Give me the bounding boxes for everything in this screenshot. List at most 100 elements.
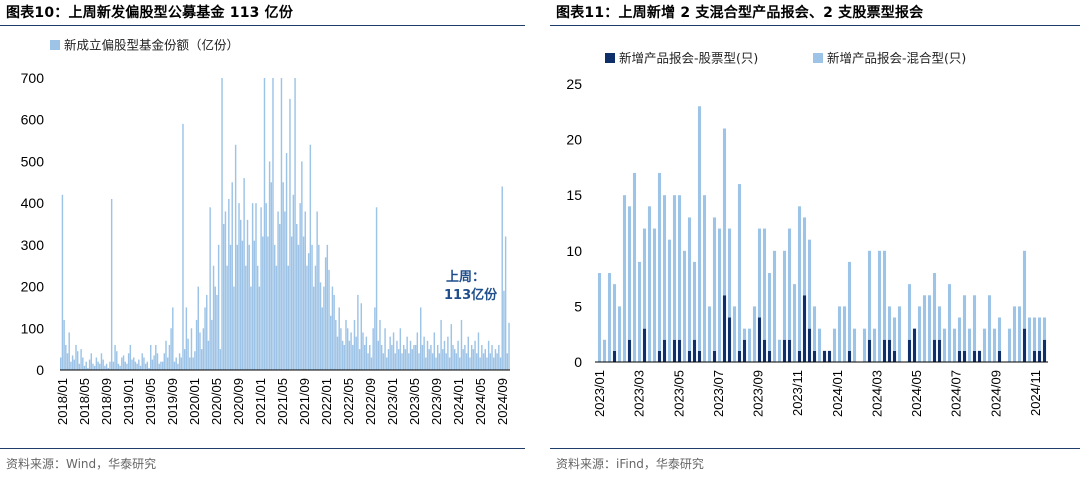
left-bar [452, 344, 454, 370]
right-chart: 新增产品报会-股票型(只) 新增产品报会-混合型(只) 0 5 10 15 20 25 2… [566, 51, 1048, 417]
right-bar-stock [722, 295, 727, 362]
left-bar [245, 265, 247, 370]
left-bar [304, 211, 306, 370]
left-bar [248, 244, 250, 370]
left-bar [178, 353, 181, 370]
left-bar [267, 236, 269, 370]
left-bar [448, 357, 451, 370]
left-y-tick-label: 500 [21, 153, 45, 169]
right-bar-mixed [747, 328, 752, 362]
left-bar [476, 353, 478, 370]
left-bar [207, 340, 210, 370]
left-y-tick-label: 700 [21, 70, 45, 86]
right-x-tick-label: 2023/03 [632, 370, 647, 417]
right-bar-mixed [847, 261, 852, 351]
left-x-tick-label: 2021/05 [275, 378, 290, 425]
left-bar [221, 78, 223, 370]
right-bar-mixed [842, 306, 847, 362]
left-bar [289, 98, 291, 371]
left-bar [136, 363, 138, 370]
right-bar-stock [767, 350, 772, 362]
right-bar-stock [662, 339, 667, 362]
left-bar [442, 349, 444, 370]
right-x-tick-label: 2024/03 [869, 370, 884, 417]
left-bar [491, 344, 493, 370]
right-bar-stock [997, 350, 1002, 362]
left-bar [453, 349, 456, 370]
left-bar [202, 328, 205, 370]
left-bar [348, 340, 351, 370]
left-chart: 新成立偏股型基金份额（亿份） 0 100 200 300 400 500 600 700 20… [21, 38, 510, 425]
left-bar [192, 357, 194, 370]
right-bar-mixed [797, 206, 802, 351]
left-bar [396, 340, 398, 370]
right-bar-mixed [962, 295, 967, 351]
left-bar [299, 203, 301, 370]
right-bar-mixed [1012, 306, 1017, 362]
left-bar [97, 361, 99, 370]
right-bar-mixed [737, 184, 742, 351]
left-bar [90, 353, 93, 370]
right-bar-mixed [837, 306, 842, 362]
left-bar [413, 344, 415, 370]
left-bar [197, 286, 199, 370]
right-bar-stock [887, 339, 892, 362]
right-bar-mixed [637, 261, 642, 362]
right-source: 资料来源：iFind，华泰研究 [556, 457, 704, 471]
left-bar [294, 78, 296, 370]
right-title-rule [550, 25, 1080, 26]
left-bar [297, 244, 300, 370]
left-bar [365, 336, 368, 370]
left-bar [110, 198, 113, 370]
right-legend-label-mixed: 新增产品报会-混合型(只) [827, 51, 966, 66]
right-bar-mixed [702, 195, 707, 362]
left-bar [506, 353, 509, 370]
right-bar-stock [892, 350, 897, 362]
right-bar-mixed [677, 195, 682, 340]
left-bar [484, 349, 486, 370]
right-bar-mixed [987, 295, 992, 362]
right-bar-stock [977, 350, 982, 362]
left-bar [126, 363, 128, 370]
left-bar [85, 361, 87, 370]
right-x-tick-label: 2024/09 [988, 370, 1003, 417]
right-bar-mixed [617, 306, 622, 362]
left-bar [280, 78, 283, 370]
left-bar [116, 351, 118, 370]
right-y-tick-label: 20 [566, 132, 582, 148]
left-x-tick-label: 2018/05 [77, 378, 92, 425]
left-bar [190, 328, 193, 370]
left-bar [420, 307, 422, 370]
left-bar [229, 244, 232, 370]
left-x-tick-label: 2020/05 [209, 378, 224, 425]
left-bar [228, 198, 230, 370]
left-bar [206, 294, 208, 370]
left-bar [102, 359, 104, 370]
left-bar [479, 357, 481, 370]
left-bar [326, 244, 329, 370]
left-bar [377, 340, 379, 370]
right-bar-mixed [872, 328, 877, 362]
right-bar-stock [762, 339, 767, 362]
left-bar [114, 344, 116, 370]
left-x-tick-label: 2019/09 [165, 378, 180, 425]
left-bar [447, 336, 449, 370]
right-bar-mixed [917, 306, 922, 362]
left-bar [265, 203, 267, 370]
left-bar [87, 367, 89, 370]
right-y-axis: 0 5 10 15 20 25 [566, 76, 582, 370]
right-bar-stock [802, 295, 807, 362]
right-bar-mixed [692, 261, 697, 340]
left-x-tick-label: 2018/01 [55, 378, 70, 425]
left-bar [397, 349, 400, 370]
left-source-rule [0, 448, 525, 449]
left-bar [358, 349, 361, 370]
right-bar-mixed [832, 328, 837, 362]
left-bar [423, 336, 425, 370]
left-bar [139, 365, 142, 370]
left-x-tick-label: 2020/01 [187, 378, 202, 425]
right-bar-stock [692, 339, 697, 362]
left-bar [255, 203, 257, 370]
left-x-tick-label: 2023/05 [407, 378, 422, 425]
left-bar [240, 219, 242, 370]
